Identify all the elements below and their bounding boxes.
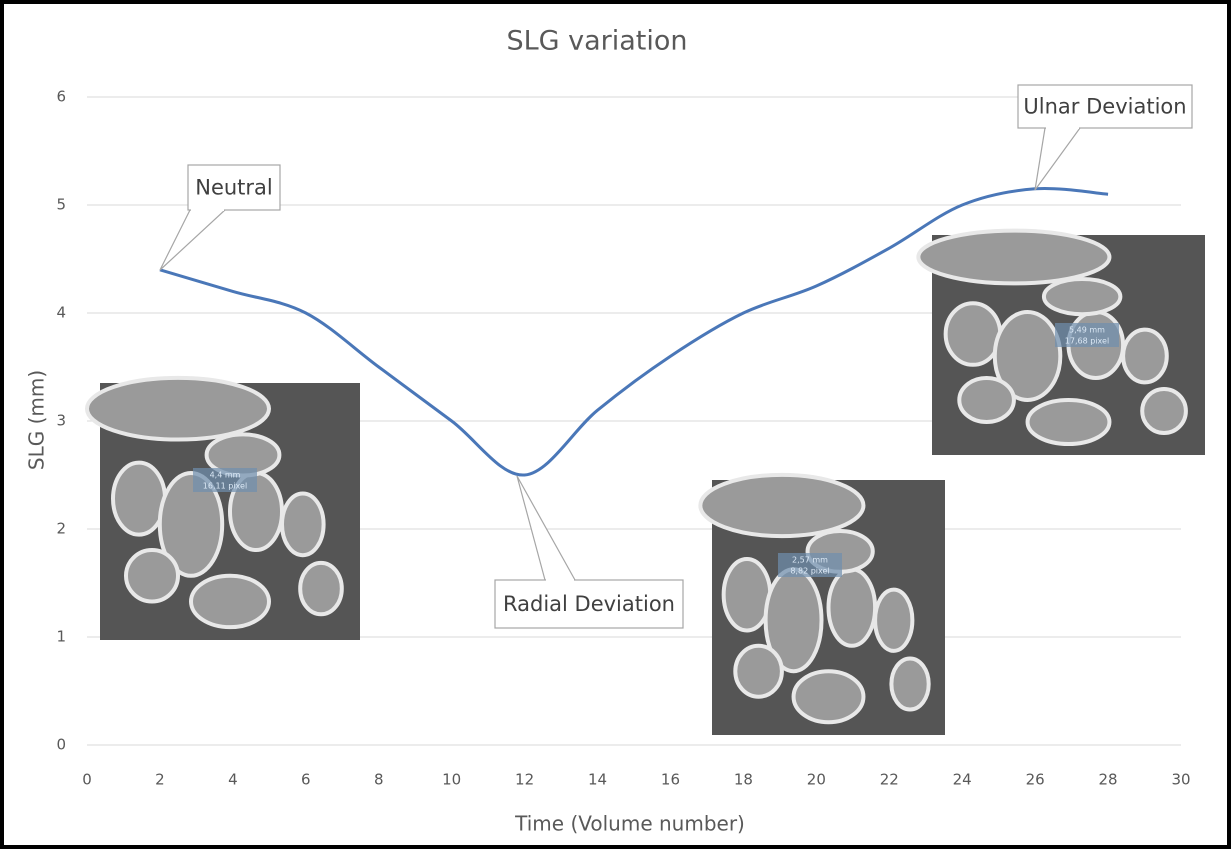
measure-label: 8,82 pixel [790, 567, 829, 576]
y-tick-label: 5 [56, 196, 66, 214]
bone [189, 573, 271, 630]
x-tick-label: 26 [1026, 771, 1045, 789]
insets: 4,4 mm 16,11 pixel 2,57 mm 8,82 pixel 5,49 m… [85, 228, 1205, 735]
annotation: Ulnar Deviation [1023, 95, 1186, 119]
measure-label: 16,11 pixel [203, 482, 247, 491]
x-axis-label: Time (Volume number) [514, 812, 745, 836]
x-tick-label: 18 [734, 771, 753, 789]
bone [721, 557, 773, 633]
y-tick-label: 6 [56, 88, 66, 106]
bone [791, 669, 866, 725]
measure-box [1055, 323, 1119, 347]
y-tick-label: 2 [56, 520, 66, 538]
measure-label: 4,4 mm [210, 471, 241, 480]
series-line [159, 186, 1109, 477]
bone [1025, 398, 1112, 446]
x-tick-label: 28 [1099, 771, 1118, 789]
measure-label: 2,57 mm [792, 556, 828, 565]
bone [85, 375, 271, 442]
bone [957, 376, 1016, 424]
chart-title: SLG variation [506, 26, 687, 57]
measure-box [778, 553, 842, 577]
x-tick-label: 16 [661, 771, 680, 789]
bone [992, 310, 1063, 402]
annotation: Neutral [195, 176, 273, 200]
measure-label: 17,68 pixel [1065, 337, 1109, 346]
bone [1041, 277, 1123, 317]
y-tick-label: 1 [56, 628, 66, 646]
bone [298, 560, 344, 617]
y-tick-label: 4 [56, 304, 66, 322]
callout-box [494, 579, 684, 629]
x-tick-label: 0 [82, 771, 92, 789]
bone [698, 472, 866, 539]
bone [157, 470, 225, 578]
bone [873, 587, 915, 653]
bone [111, 460, 167, 537]
annotation: Radial Deviation [503, 592, 675, 616]
xray-image: 4,4 mm 16,11 pixel [85, 375, 360, 640]
bone [124, 548, 180, 604]
x-tick-label: 30 [1171, 771, 1190, 789]
xray-image: 2,57 mm 8,82 pixel [698, 472, 945, 735]
x-tick-label: 4 [228, 771, 238, 789]
y-tick-label: 3 [56, 412, 66, 430]
bone [280, 491, 326, 558]
measure-label: 5,49 mm [1069, 326, 1105, 335]
measure-box [193, 468, 257, 492]
bone [916, 228, 1112, 286]
bone [943, 301, 1003, 367]
y-axis-label: SLG (mm) [25, 370, 49, 470]
y-tick-label: 0 [56, 736, 66, 754]
bone [889, 656, 931, 712]
bone [733, 643, 784, 699]
x-tick-label: 10 [442, 771, 461, 789]
xray-image: 5,49 mm 17,68 pixel [916, 228, 1205, 455]
x-tick-label: 12 [515, 771, 534, 789]
x-tick-label: 20 [807, 771, 826, 789]
x-tick-label: 14 [588, 771, 607, 789]
bone [826, 567, 878, 648]
x-tick-label: 8 [374, 771, 384, 789]
bone [1121, 327, 1169, 385]
x-tick-label: 24 [953, 771, 972, 789]
callout-box [1017, 84, 1193, 129]
x-tick-label: 22 [880, 771, 899, 789]
annotations: Neutral Radial Deviation Ulnar Deviation [159, 84, 1193, 629]
callout-box [187, 164, 281, 211]
plot [159, 186, 1109, 477]
x-tick-label: 2 [155, 771, 165, 789]
bone [1140, 387, 1188, 435]
x-tick-label: 6 [301, 771, 311, 789]
